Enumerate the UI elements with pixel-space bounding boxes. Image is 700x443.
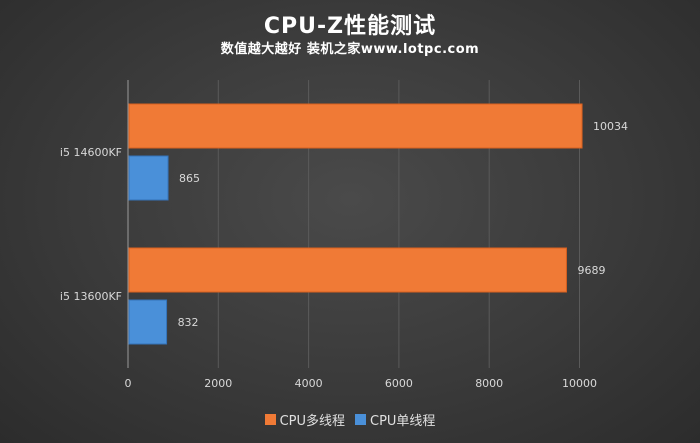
legend: CPU多线程 CPU单线程 bbox=[0, 410, 700, 429]
data-label-multi: 9689 bbox=[577, 264, 605, 277]
category-label: i5 14600KF bbox=[60, 146, 122, 159]
chart-title: CPU-Z性能测试 bbox=[263, 14, 437, 39]
bar-single-thread bbox=[128, 299, 168, 345]
x-tick-label: 6000 bbox=[385, 377, 413, 390]
data-label-multi: 10034 bbox=[593, 120, 628, 133]
category-label: i5 13600KF bbox=[60, 290, 122, 303]
legend-label-single: CPU单线程 bbox=[370, 414, 436, 429]
legend-swatch-multi bbox=[264, 414, 276, 425]
bar-chart: 0 2000 4000 6000 8000 10000 i5 14600KF 10034 865… bbox=[60, 80, 628, 390]
data-label-single: 865 bbox=[179, 172, 200, 185]
bar-single-thread bbox=[128, 155, 169, 201]
chart-subtitle: 数值越大越好 装机之家www.lotpc.com bbox=[220, 42, 480, 57]
legend-item-multi: CPU多线程 bbox=[264, 410, 345, 429]
x-tick-label: 10000 bbox=[562, 377, 597, 390]
x-tick-label: 4000 bbox=[295, 377, 323, 390]
x-tick-label: 0 bbox=[125, 377, 132, 390]
legend-swatch-single bbox=[355, 414, 366, 425]
data-label-single: 832 bbox=[178, 316, 199, 329]
legend-item-single: CPU单线程 bbox=[355, 410, 435, 429]
x-tick-label: 2000 bbox=[204, 377, 232, 390]
x-tick-label: 8000 bbox=[475, 377, 503, 390]
legend-label-multi: CPU多线程 bbox=[279, 414, 345, 429]
bar-multi-thread bbox=[128, 103, 583, 149]
bar-multi-thread bbox=[128, 247, 567, 293]
